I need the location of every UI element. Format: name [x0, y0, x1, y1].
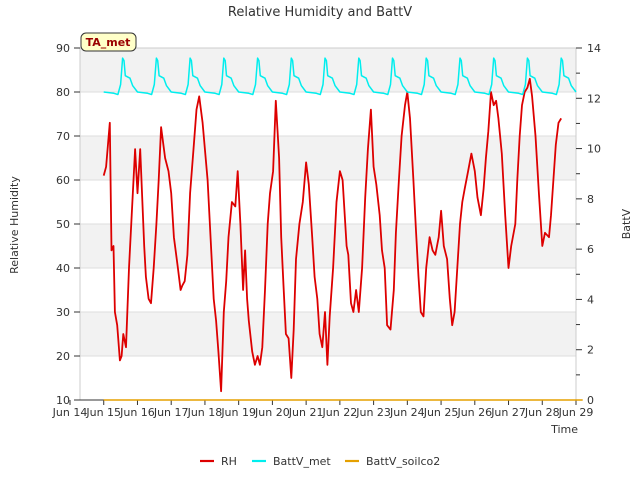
- y-tick-label: 40: [56, 262, 70, 275]
- y2-axis-label: BattV: [620, 208, 633, 239]
- y2-tick-label: 6: [587, 243, 594, 256]
- left-axis: 10 20 30 40 50 60 70 80 90: [56, 42, 80, 407]
- y-tick-label: 10: [56, 394, 70, 407]
- x-tick-label: Jun 21: [288, 406, 324, 419]
- x-tick-label: Jun 25: [423, 406, 459, 419]
- x-tick-label: Jun 22: [322, 406, 358, 419]
- legend-label: BattV_met: [273, 455, 331, 468]
- chart-title: Relative Humidity and BattV: [228, 5, 412, 20]
- y2-tick-label: 10: [587, 143, 601, 156]
- grid-band: [80, 224, 576, 268]
- series-line-rh: [102, 77, 562, 393]
- x-tick-label: Jun 15: [85, 406, 121, 419]
- x-tick-label: Jun 20: [254, 406, 290, 419]
- y2-tick-label: 8: [587, 193, 594, 206]
- site-label-box: TA_met: [80, 32, 137, 52]
- x-tick-label: Jun 17: [153, 406, 189, 419]
- series-layer: [102, 57, 583, 401]
- x-tick-label: Jun 19: [220, 406, 256, 419]
- y2-tick-label: 14: [587, 42, 601, 55]
- y2-tick-label: 2: [587, 344, 594, 357]
- x-axis: Jun 14 Jun 15 Jun 16 Jun 17 Jun 18 Jun 19 Jun …: [52, 399, 594, 419]
- x-tick-label: Jun 14: [52, 406, 88, 419]
- y-tick-label: 20: [56, 350, 70, 363]
- x-tick-label: Jun 23: [355, 406, 391, 419]
- x-tick-label: Jun 29: [558, 406, 594, 419]
- y-tick-label: 70: [56, 130, 70, 143]
- y-axis-label: Relative Humidity: [8, 176, 21, 274]
- y2-tick-label: 4: [587, 293, 594, 306]
- legend-label: RH: [221, 455, 237, 468]
- y2-tick-label: 0: [587, 394, 594, 407]
- site-label: TA_met: [86, 36, 131, 49]
- right-axis: 0 2 4 6 8 10 12 14: [576, 42, 601, 407]
- x-tick-label: Jun 24: [389, 406, 425, 419]
- y-tick-label: 80: [56, 86, 70, 99]
- x-axis-label: Time: [550, 423, 578, 436]
- legend: RH BattV_met BattV_soilco2: [200, 455, 440, 468]
- x-tick-label: Jun 26: [456, 406, 492, 419]
- x-tick-label: Jun 28: [524, 406, 560, 419]
- y-tick-label: 60: [56, 174, 70, 187]
- x-tick-label: Jun 18: [187, 406, 223, 419]
- y2-tick-label: 12: [587, 92, 601, 105]
- y-tick-label: 30: [56, 306, 70, 319]
- y-tick-label: 50: [56, 218, 70, 231]
- x-tick-label: Jun 27: [490, 406, 526, 419]
- x-tick-label: Jun 16: [119, 406, 155, 419]
- y-tick-label: 90: [56, 42, 70, 55]
- series-line-battv-met: [103, 57, 577, 96]
- legend-label: BattV_soilco2: [366, 455, 440, 468]
